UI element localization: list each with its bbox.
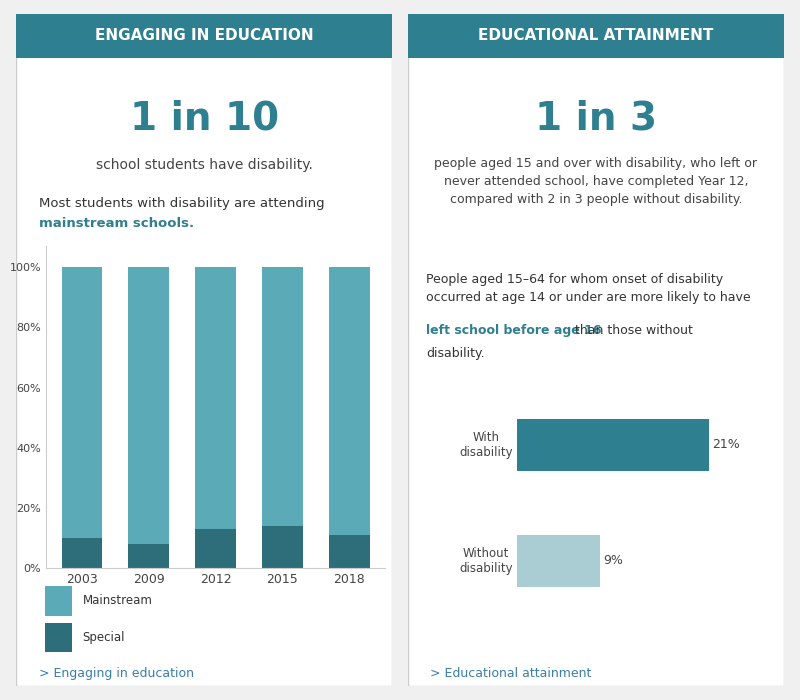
Text: People aged 15–64 for whom onset of disability
occurred at age 14 or under are m: People aged 15–64 for whom onset of disa… — [426, 273, 751, 322]
Text: than those without: than those without — [571, 325, 693, 337]
FancyBboxPatch shape — [16, 14, 393, 686]
Text: mainstream schools.: mainstream schools. — [38, 217, 194, 230]
FancyBboxPatch shape — [16, 14, 393, 57]
Text: > Engaging in education: > Engaging in education — [38, 667, 194, 680]
FancyBboxPatch shape — [407, 14, 784, 686]
Text: people aged 15 and over with disability, who left or
never attended school, have: people aged 15 and over with disability,… — [434, 158, 758, 206]
Text: EDUCATIONAL ATTAINMENT: EDUCATIONAL ATTAINMENT — [478, 28, 714, 43]
Text: disability.: disability. — [426, 346, 485, 360]
Text: left school before age 16: left school before age 16 — [426, 325, 602, 337]
FancyBboxPatch shape — [407, 14, 784, 57]
Text: school students have disability.: school students have disability. — [96, 158, 313, 172]
Text: Most students with disability are attending: Most students with disability are attend… — [38, 197, 324, 210]
Text: 1 in 3: 1 in 3 — [534, 99, 657, 137]
Text: ENGAGING IN EDUCATION: ENGAGING IN EDUCATION — [95, 28, 314, 43]
Text: > Educational attainment: > Educational attainment — [430, 667, 591, 680]
Text: 1 in 10: 1 in 10 — [130, 99, 278, 137]
